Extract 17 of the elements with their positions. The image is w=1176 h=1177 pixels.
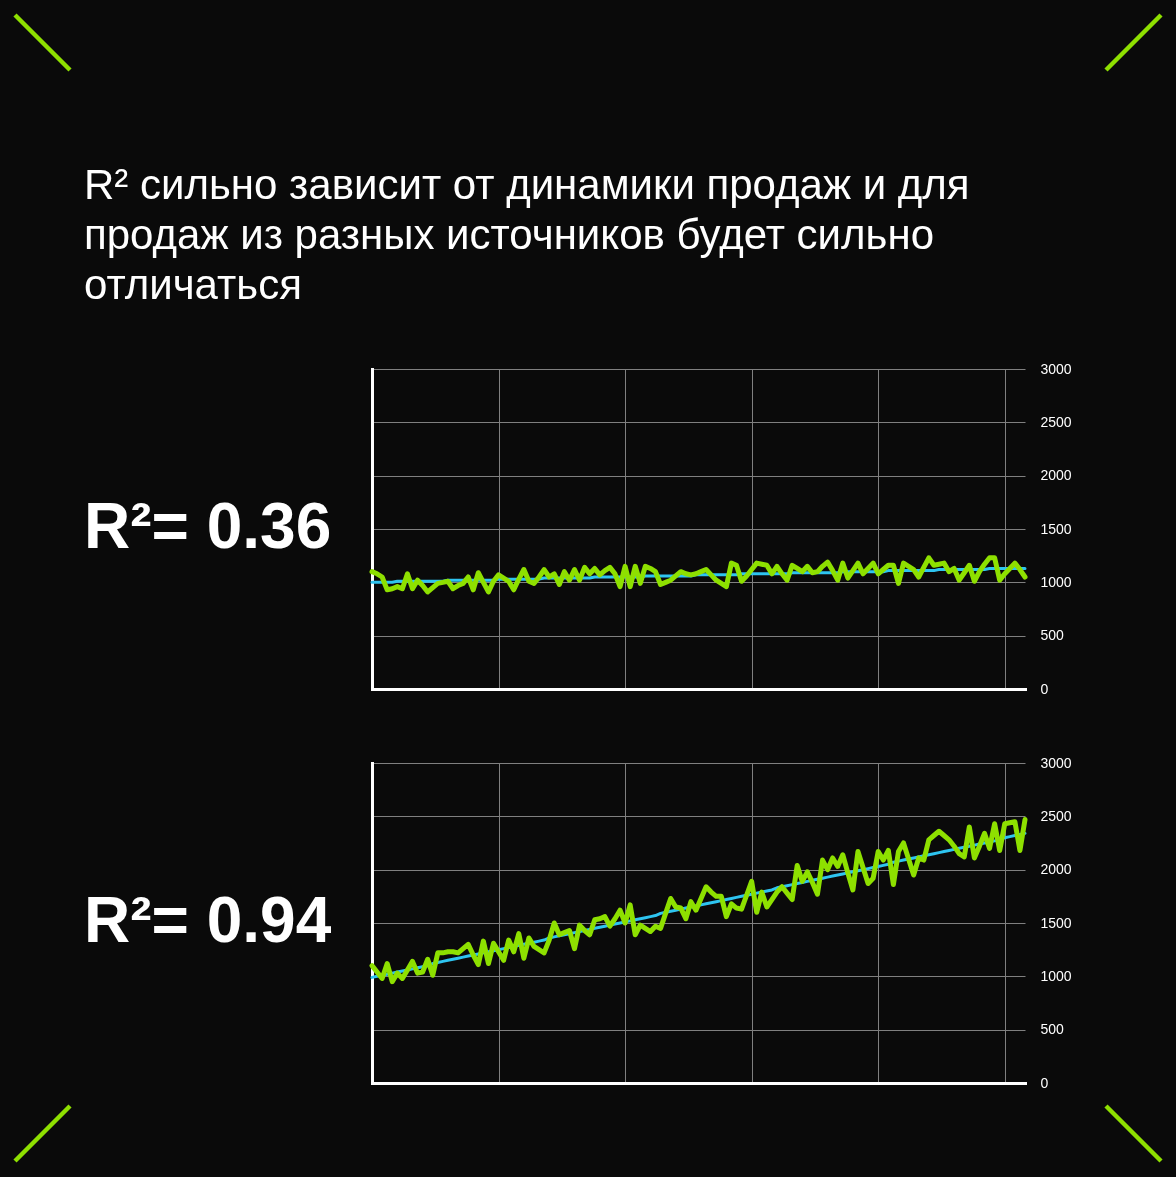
y-tick-label: 1000 (1040, 967, 1072, 984)
y-tick-label: 0 (1040, 680, 1049, 697)
text: R²= 0.36 (84, 490, 332, 562)
y-tick-label: 1000 (1040, 573, 1072, 590)
y-tick-label: 2500 (1040, 807, 1072, 824)
y-tick-label: 3000 (1040, 754, 1072, 771)
y-tick-label: 2000 (1040, 467, 1072, 484)
y-tick-label: 1500 (1040, 520, 1072, 537)
y-tick-label: 500 (1040, 1021, 1065, 1038)
y-tick-label: 3000 (1040, 360, 1072, 377)
y-tick-label: 2500 (1040, 413, 1072, 430)
chart-title: R² сильно зависит от динамики продаж и для продаж из разных источников будет сильно отличаться (84, 160, 971, 310)
y-tick-label: 1500 (1040, 914, 1072, 931)
y-tick-label: 0 (1040, 1074, 1049, 1091)
y-tick-label: 500 (1040, 627, 1065, 644)
text: R²= 0.94 (84, 884, 332, 956)
y-tick-label: 2000 (1040, 861, 1072, 878)
